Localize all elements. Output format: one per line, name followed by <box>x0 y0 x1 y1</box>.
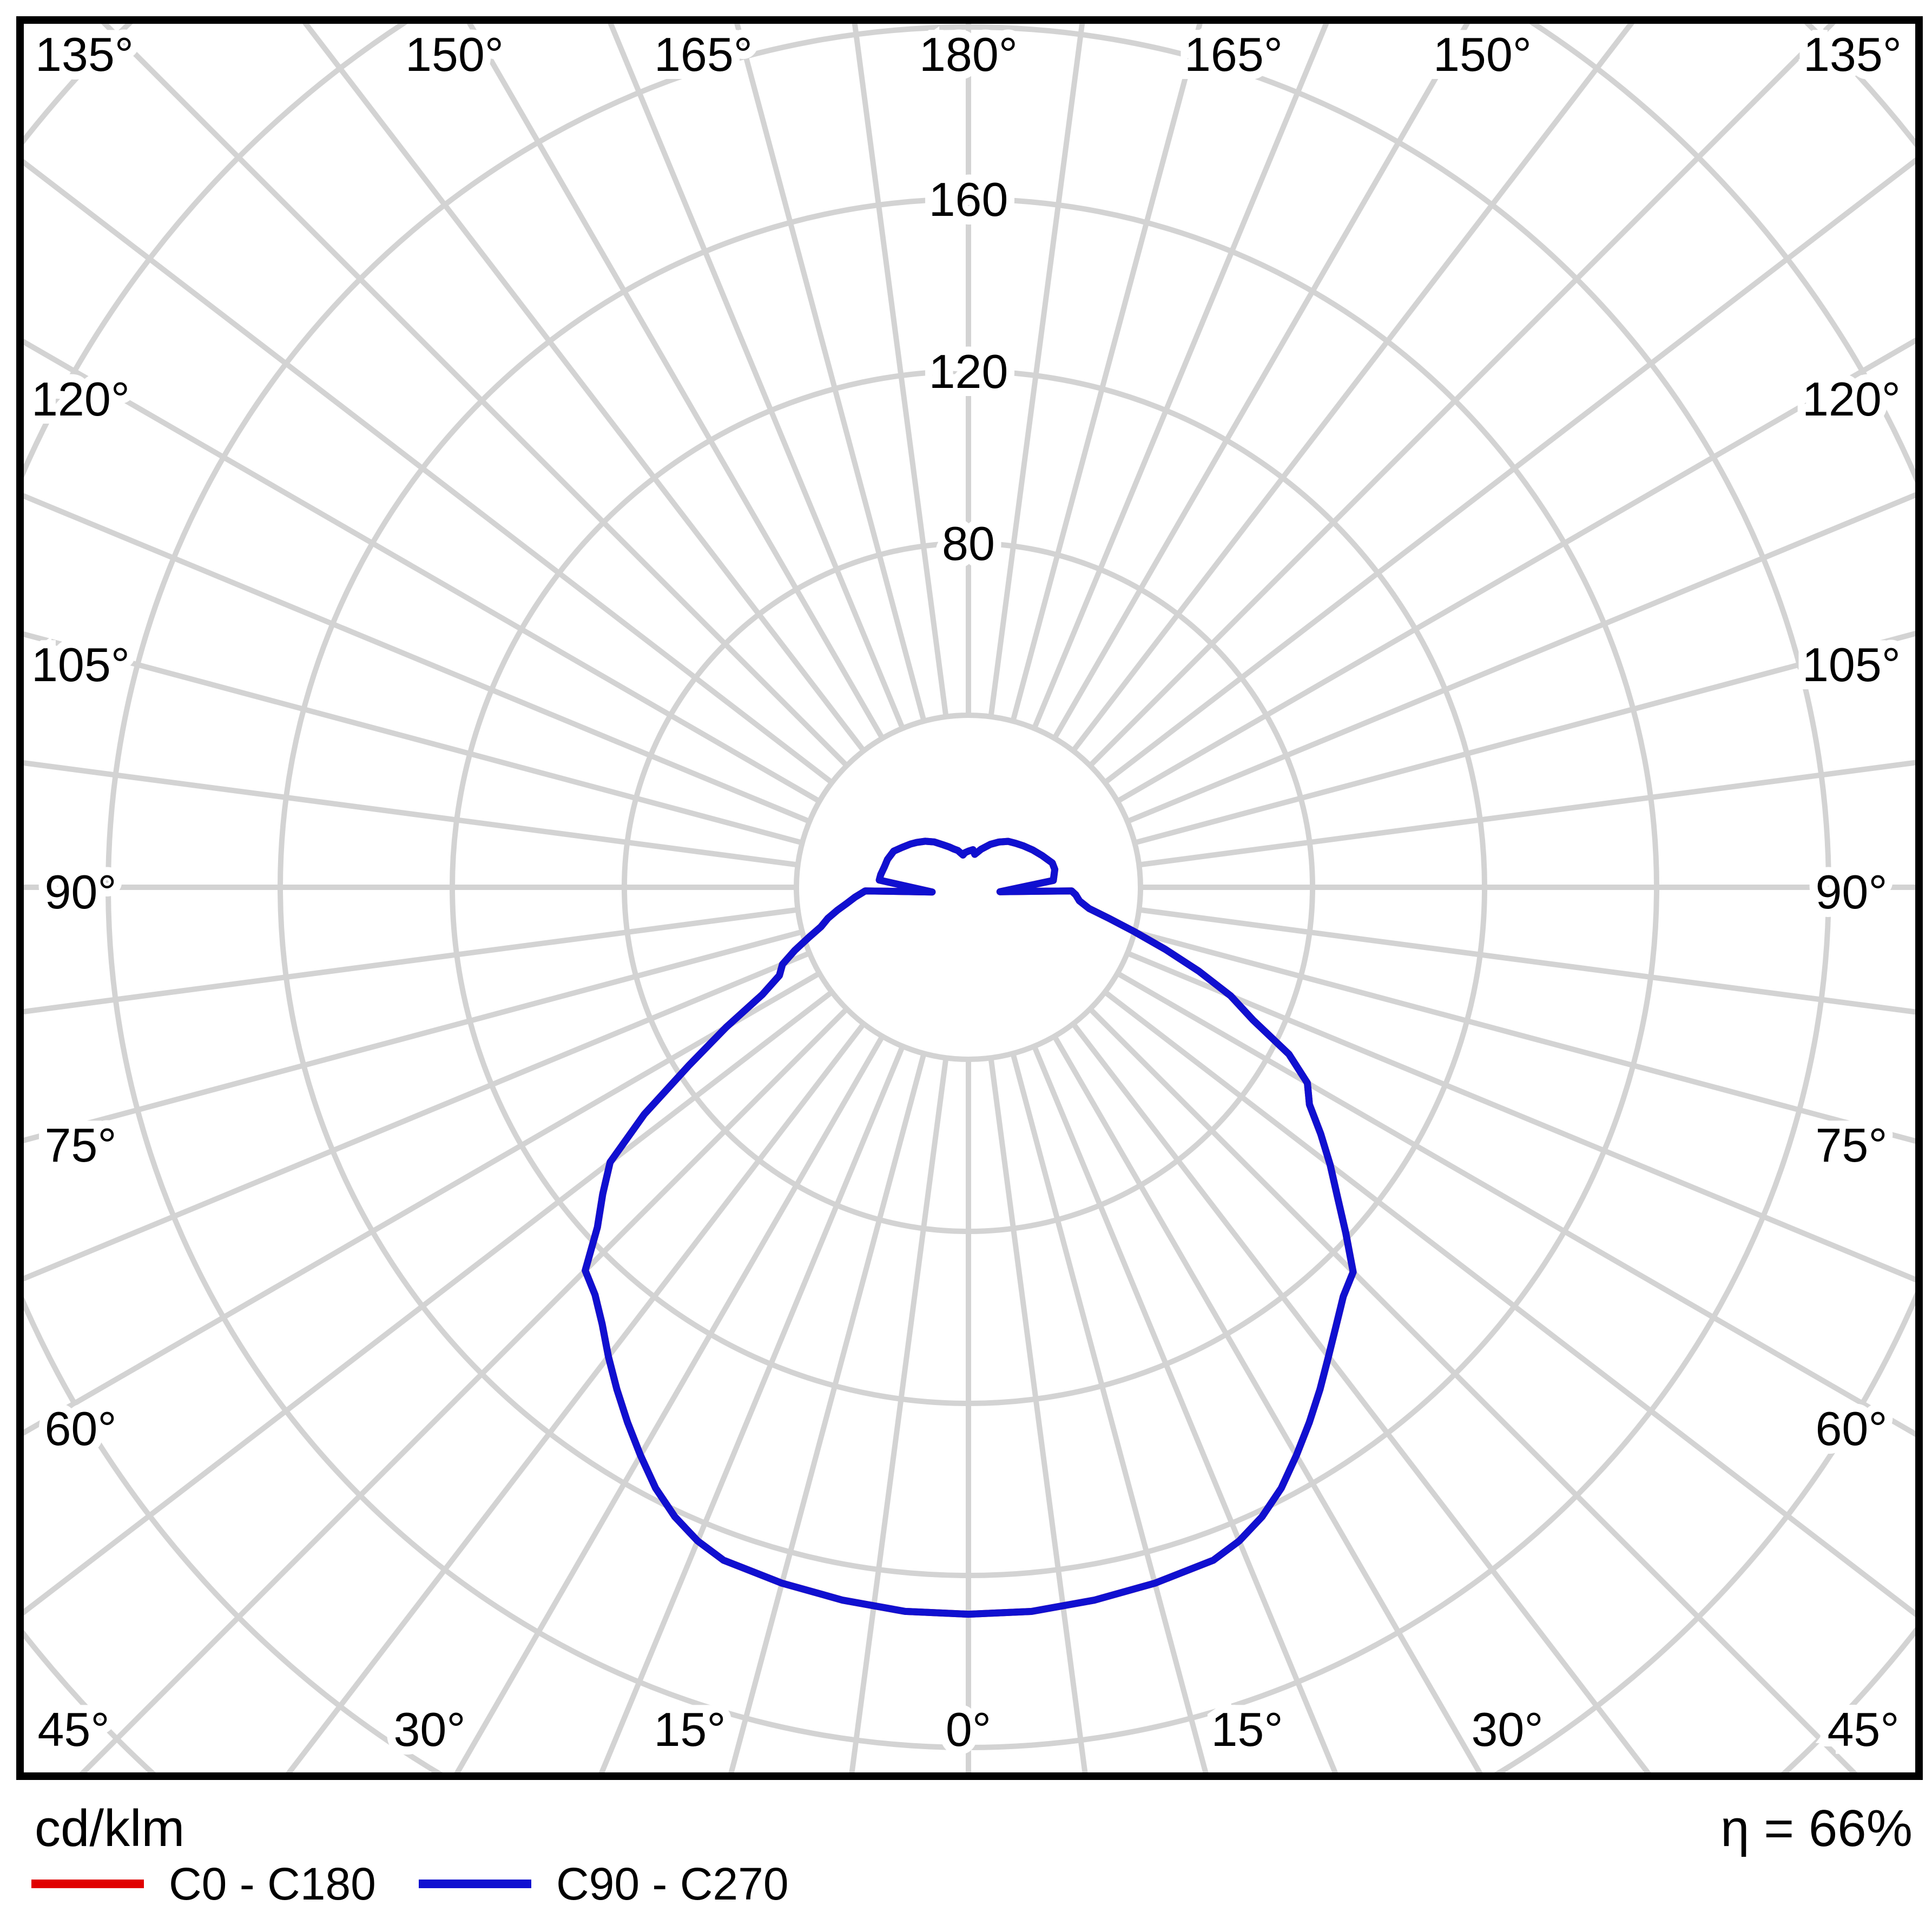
grid-spoke-337.5 <box>597 1045 905 1776</box>
grid-spoke-225 <box>97 20 849 768</box>
grid-spoke-142.5 <box>1071 20 1638 753</box>
angle-label-75: 75° <box>1815 1118 1887 1172</box>
grid-spoke-300 <box>20 971 821 1438</box>
angle-label-165: 165° <box>1184 28 1283 81</box>
grid-spoke-112.5 <box>1126 490 1919 824</box>
grid-spoke-195 <box>733 20 927 722</box>
units-label: cd/klm <box>35 1799 185 1857</box>
grid-spoke-247.5 <box>20 491 811 824</box>
grid-spoke-60 <box>1116 971 1919 1440</box>
grid-spoke-150 <box>1052 20 1473 740</box>
radial-tick-80: 80 <box>942 517 995 570</box>
grid-spoke-7.5 <box>988 1057 1089 1776</box>
legend-label: C90 - C270 <box>556 1858 789 1909</box>
grid-spoke-187.5 <box>851 20 949 717</box>
grid-spoke-135 <box>1088 20 1840 768</box>
plot-border <box>16 16 1923 1780</box>
grid-spoke-315 <box>75 1007 849 1776</box>
grid-ring-40 <box>794 713 1143 1062</box>
legend-item-c90-c270: C90 - C270 <box>419 1861 789 1907</box>
angle-label-0: 0° <box>946 1703 991 1756</box>
angle-label-120: 120° <box>1802 372 1901 426</box>
legend-line-swatch <box>419 1880 531 1888</box>
grid-spoke-97.5 <box>1138 759 1919 868</box>
grid-spoke-30 <box>1052 1034 1485 1776</box>
grid-spoke-232.5 <box>20 156 834 785</box>
grid-spoke-345 <box>727 1052 927 1776</box>
grid-spoke-127.5 <box>1103 154 1919 785</box>
grid-spoke-255 <box>20 630 803 846</box>
grid-spoke-105 <box>1133 630 1919 846</box>
grid-spoke-165 <box>1010 20 1204 722</box>
grid-spoke-202.5 <box>606 20 905 730</box>
grid-spoke-82.5 <box>1138 907 1919 1016</box>
grid-spoke-15 <box>1010 1052 1210 1776</box>
angle-label-120: 120° <box>31 372 130 426</box>
angle-label-15: 15° <box>1211 1703 1283 1756</box>
grid-spoke-37.5 <box>1071 1022 1654 1776</box>
grid-spoke-75 <box>1133 929 1919 1145</box>
angle-label-135: 135° <box>35 28 134 81</box>
angle-label-90: 90° <box>1815 865 1887 919</box>
efficiency-label: η = 66% <box>1720 1799 1913 1857</box>
angle-label-105: 105° <box>31 638 130 691</box>
grid-spoke-352.5 <box>848 1057 949 1776</box>
angle-label-180: 180° <box>919 28 1018 81</box>
angle-label-150: 150° <box>405 28 504 81</box>
grid-spoke-285 <box>20 929 803 1144</box>
curves <box>582 838 1357 1618</box>
angle-label-165: 165° <box>654 28 753 81</box>
angle-label-105: 105° <box>1802 638 1901 691</box>
angle-label-60: 60° <box>1815 1402 1887 1455</box>
angle-label-30: 30° <box>393 1703 465 1756</box>
grid-spoke-292.5 <box>20 951 811 1283</box>
grid-spoke-262.5 <box>20 760 799 868</box>
grid-spoke-322.5 <box>282 1022 866 1776</box>
grid-spoke-45 <box>1088 1007 1862 1776</box>
legend-label: C0 - C180 <box>169 1858 376 1909</box>
grid-spoke-217.5 <box>299 20 866 753</box>
grid-spoke-52.5 <box>1103 990 1919 1620</box>
angle-label-45: 45° <box>37 1703 109 1756</box>
grid-spoke-120 <box>1116 335 1919 804</box>
grid-spoke-240 <box>20 337 821 804</box>
grid-spoke-210 <box>464 20 885 740</box>
angle-label-135: 135° <box>1803 28 1902 81</box>
grid-spoke-277.5 <box>20 907 799 1015</box>
grid-spoke-330 <box>452 1034 885 1776</box>
angle-labels: 0° 15° 15° 30° 30° 45° 45° 60° 60° 75° 75° 90° 90° 10… <box>23 19 1910 1764</box>
grid-spoke-157.5 <box>1032 20 1331 730</box>
angle-label-90: 90° <box>44 865 116 919</box>
angle-label-30: 30° <box>1471 1703 1543 1756</box>
grid-spoke-67.5 <box>1126 951 1919 1284</box>
angle-label-15: 15° <box>654 1703 726 1756</box>
curve-c90-c270 <box>582 838 1357 1618</box>
angle-label-60: 60° <box>44 1402 116 1455</box>
radial-tick-120: 120 <box>929 345 1008 398</box>
angle-label-150: 150° <box>1433 28 1532 81</box>
angle-label-75: 75° <box>44 1118 116 1172</box>
radial-tick-labels: 80 120 160 <box>921 164 1017 578</box>
angle-label-45: 45° <box>1827 1703 1899 1756</box>
legend-line-swatch <box>31 1880 144 1888</box>
grid-spoke-22.5 <box>1032 1045 1340 1776</box>
grid-spoke-307.5 <box>20 990 834 1619</box>
radial-tick-160: 160 <box>929 173 1008 226</box>
legend-item-c0-c180: C0 - C180 <box>31 1861 376 1907</box>
grid-spoke-172.5 <box>988 20 1086 717</box>
